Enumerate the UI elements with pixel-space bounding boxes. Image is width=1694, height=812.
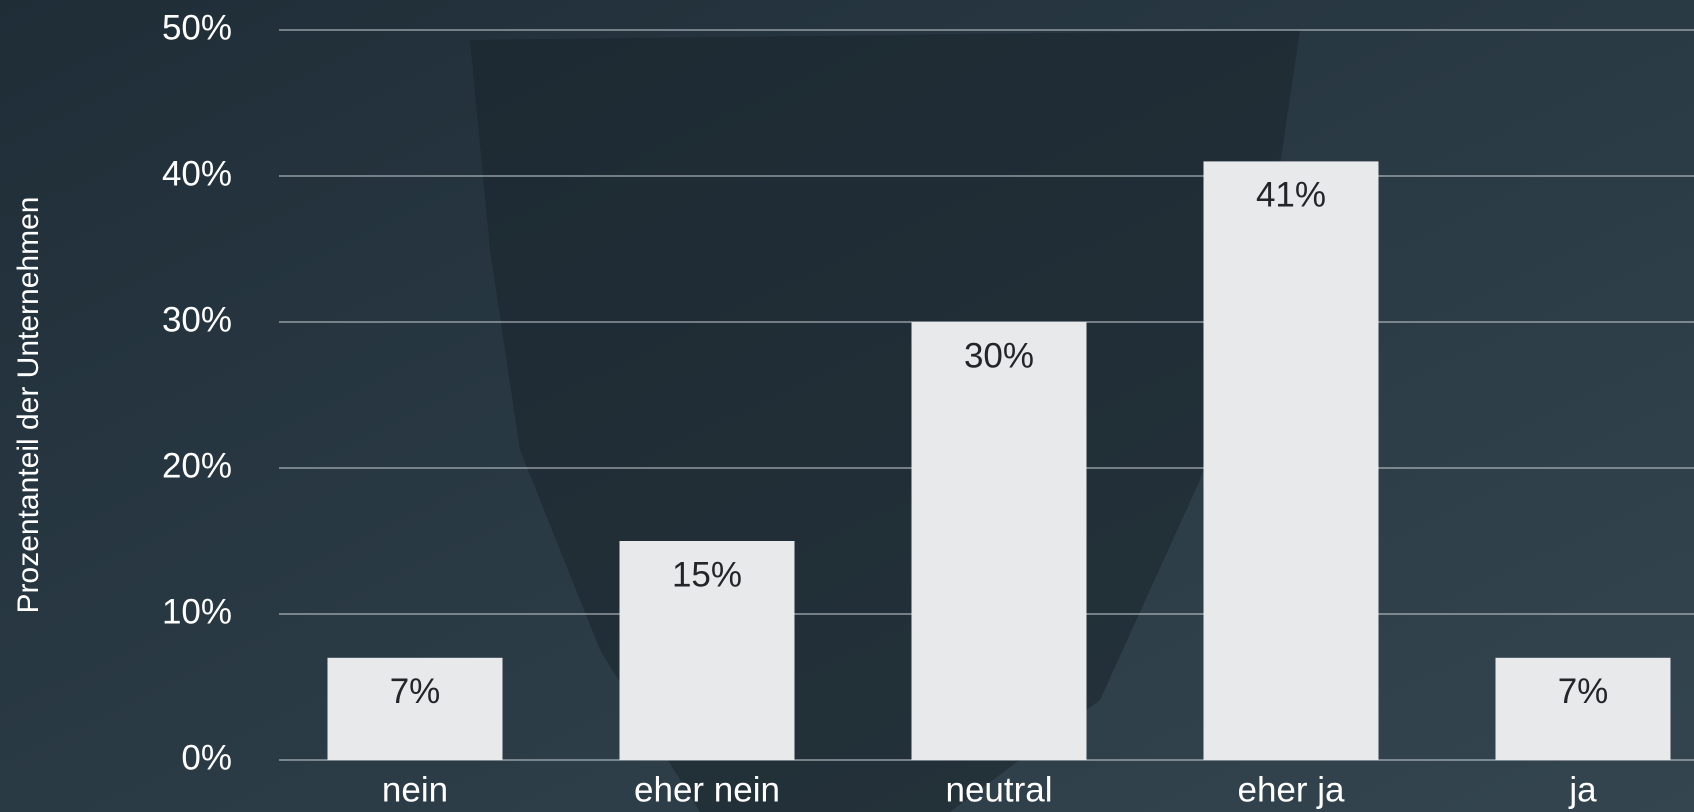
bar [1495,657,1671,760]
y-tick-label: 10% [162,592,232,631]
value-label: 7% [390,672,441,711]
bar [1203,161,1379,760]
value-label: 15% [672,555,742,594]
y-axis-label: Prozentanteil der Unternehmen [12,197,45,614]
bar [619,541,795,760]
value-label: 41% [1256,176,1326,215]
value-label: 7% [1558,672,1609,711]
bar [911,322,1087,760]
y-tick-label: 0% [181,738,232,777]
bar [327,657,503,760]
value-label: 30% [964,336,1034,375]
y-tick-label: 20% [162,446,232,485]
x-tick-label: nein [382,770,448,809]
x-tick-label: ja [1568,770,1597,809]
x-tick-label: eher ja [1237,770,1345,809]
x-tick-label: eher nein [634,770,780,809]
y-tick-label: 40% [162,154,232,193]
x-tick-label: neutral [945,770,1052,809]
y-tick-label: 30% [162,300,232,339]
y-tick-label: 50% [162,8,232,47]
